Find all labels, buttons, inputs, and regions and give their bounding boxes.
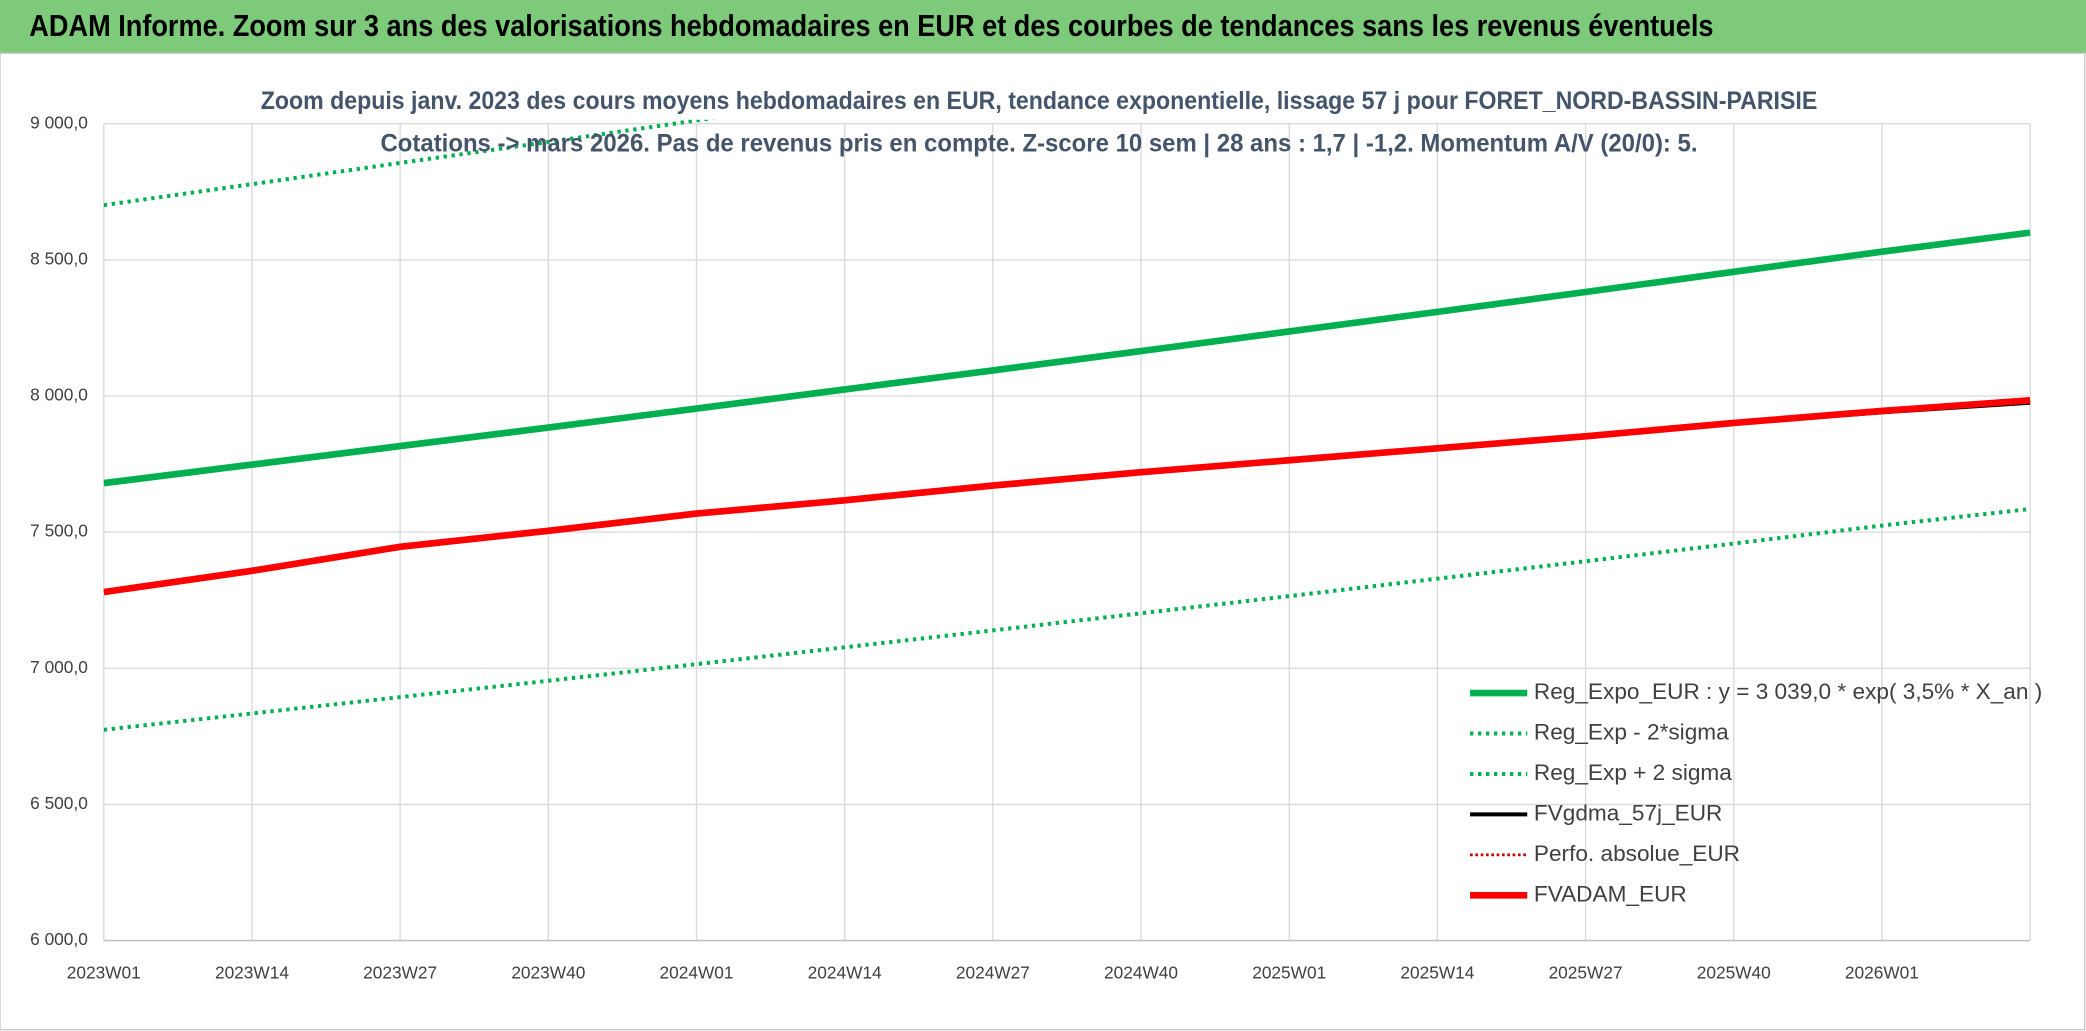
legend-label: FVADAM_EUR xyxy=(1534,881,1687,906)
y-tick-label: 8 000,0 xyxy=(30,385,88,405)
x-tick-label: 2025W01 xyxy=(1252,962,1326,982)
legend-label: Reg_Expo_EUR : y = 3 039,0 * exp( 3,5% *… xyxy=(1534,679,2042,704)
plot-area: 6 000,0 6 500,0 7 000,0 7 500,0 8 000,0 8 500… xyxy=(30,112,2042,982)
series-line xyxy=(103,229,2031,487)
chart-title: ADAM Informe. Zoom sur 3 ans des valoris… xyxy=(29,9,1713,43)
x-tick-label: 2025W27 xyxy=(1549,962,1623,982)
header-bar xyxy=(0,0,2086,54)
x-tick-label: 2024W40 xyxy=(1104,962,1178,982)
y-tick-label: 8 500,0 xyxy=(30,248,88,268)
x-tick-label: 2024W27 xyxy=(956,962,1030,982)
chart-subtitle: Cotations -> mars 2026. Pas de revenus p… xyxy=(380,130,1697,158)
legend-label: Perfo. absolue_EUR xyxy=(1534,841,1740,866)
chart-frame xyxy=(0,52,2086,1031)
legend-label: FVgdma_57j_EUR xyxy=(1534,800,1723,825)
legend-label: Reg_Exp + 2 sigma xyxy=(1534,760,1732,785)
y-tick-label: 7 000,0 xyxy=(30,657,88,677)
x-tick-label: 2023W40 xyxy=(511,962,585,982)
legend-label: Reg_Exp - 2*sigma xyxy=(1534,720,1729,745)
x-tick-label: 2024W01 xyxy=(660,962,734,982)
x-tick-label: 2023W01 xyxy=(67,962,141,982)
x-tick-label: 2026W01 xyxy=(1845,962,1919,982)
x-tick-label: 2023W14 xyxy=(215,962,289,982)
y-tick-label: 6 000,0 xyxy=(30,929,88,949)
y-tick-label: 9 000,0 xyxy=(30,112,88,132)
x-tick-label: 2025W40 xyxy=(1697,962,1771,982)
x-tick-label: 2025W14 xyxy=(1400,962,1474,982)
y-tick-label: 6 500,0 xyxy=(30,793,88,813)
x-tick-label: 2023W27 xyxy=(363,962,437,982)
y-tick-label: 7 500,0 xyxy=(30,521,88,541)
chart-subtitle: Zoom depuis janv. 2023 des cours moyens … xyxy=(261,87,1817,115)
x-tick-label: 2024W14 xyxy=(808,962,882,982)
series-group xyxy=(103,119,2031,732)
series-line xyxy=(103,397,2031,596)
